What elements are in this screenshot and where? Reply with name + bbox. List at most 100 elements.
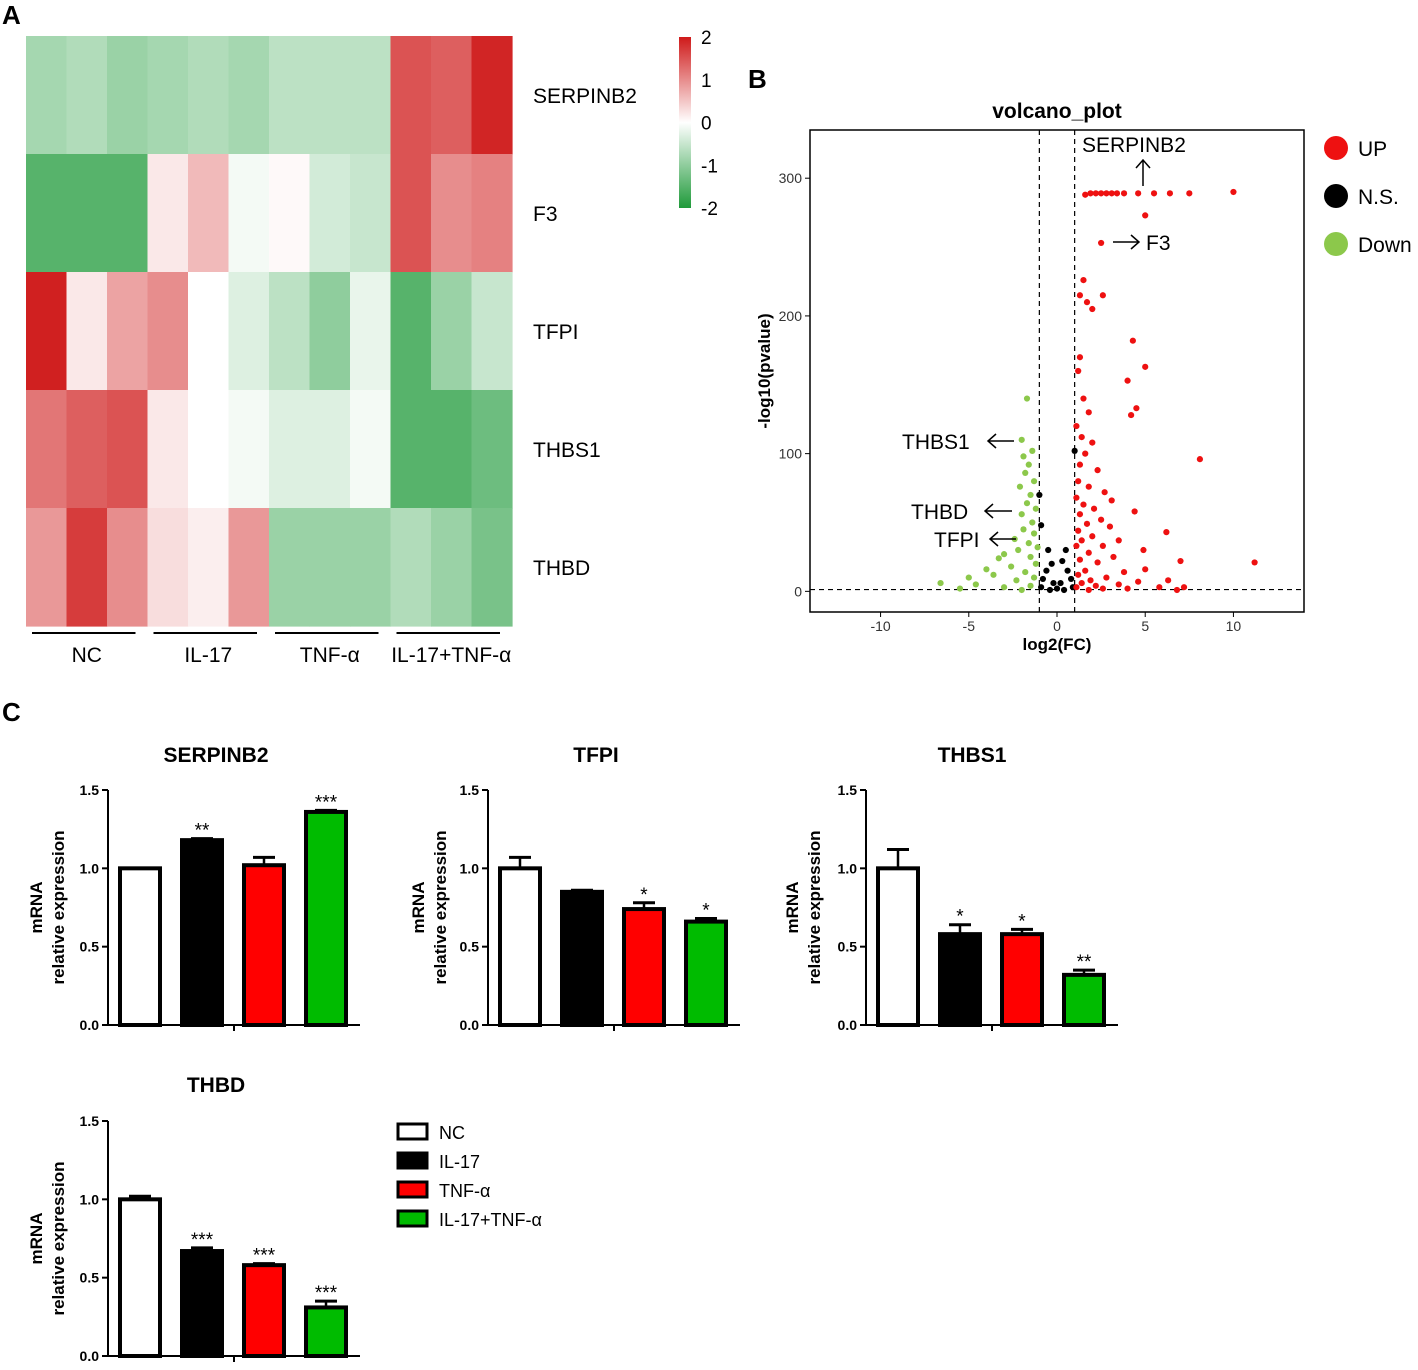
- down-point: [995, 555, 1002, 562]
- volcano-annotation: THBD: [911, 501, 968, 524]
- bar-chart: SERPINB2 mRNA relative expression 0.0 0.5 1.0…: [27, 744, 360, 1033]
- down-point: [1020, 453, 1027, 460]
- bar-y-label: mRNA: [409, 882, 428, 934]
- ns-point: [1053, 585, 1061, 592]
- up-point: [1089, 305, 1096, 313]
- down-point: [1016, 483, 1024, 490]
- heatmap-cell: [471, 272, 513, 391]
- heatmap-group-label: NC: [72, 644, 102, 667]
- bar: [622, 907, 666, 1027]
- volcano-y-label: -log10(pvalue): [755, 313, 774, 428]
- heatmap-cell: [66, 272, 108, 391]
- ns-point: [1039, 575, 1046, 583]
- up-point: [1142, 212, 1149, 219]
- bar-legend-swatch: [396, 1151, 429, 1170]
- annotation-arrow: [986, 433, 1014, 449]
- up-point: [1098, 190, 1105, 197]
- up-point: [1099, 585, 1106, 592]
- colorbar-rect: [679, 37, 691, 208]
- down-point: [956, 585, 964, 592]
- annotation-arrow: [1113, 234, 1141, 250]
- up-point: [1092, 190, 1099, 197]
- up-point: [1075, 571, 1082, 578]
- bar-legend-label: TNF-α: [439, 1181, 490, 1201]
- down-point: [1030, 574, 1038, 581]
- up-point: [1085, 586, 1092, 594]
- heatmap-cell: [269, 508, 311, 627]
- up-point: [1140, 546, 1147, 554]
- heatmap-cell: [350, 272, 392, 391]
- down-point: [1027, 491, 1034, 499]
- panel-label-a: A: [2, 0, 21, 30]
- bar: [304, 1305, 348, 1359]
- bar-chart-title: THBS1: [938, 744, 1007, 767]
- up-point: [1080, 501, 1087, 508]
- up-point: [1099, 292, 1106, 299]
- ns-point: [1046, 586, 1054, 594]
- heatmap-group-label: TNF-α: [300, 644, 360, 667]
- volcano-x-tick-label: -10: [870, 618, 890, 634]
- annotation-arrow: [983, 503, 1012, 519]
- up-point: [1087, 577, 1094, 584]
- panel-label-b: B: [748, 64, 767, 94]
- bar-y-label: relative expression: [431, 830, 450, 984]
- bar-legend: NC IL-17 TNF-α IL-17+TNF-α: [396, 1122, 542, 1230]
- bar: [118, 1197, 162, 1359]
- heatmap-cell: [66, 390, 108, 509]
- volcano-y-tick-label: 300: [779, 170, 803, 186]
- bar-y-tick-label: 1.0: [838, 860, 858, 876]
- heatmap-cell: [471, 36, 513, 155]
- heatmap-cell: [107, 390, 149, 509]
- heatmap-cell: [188, 36, 230, 155]
- volcano-annotation: F3: [1146, 232, 1171, 255]
- heatmap-row-label: THBD: [533, 557, 590, 580]
- up-point: [1124, 377, 1131, 384]
- up-point: [1073, 542, 1080, 549]
- significance-label: ***: [315, 1283, 338, 1304]
- ns-point: [1071, 447, 1078, 454]
- down-point: [1032, 560, 1039, 567]
- up-point: [1133, 405, 1140, 412]
- volcano-x-tick-label: -5: [963, 618, 976, 634]
- bar-chart-title: SERPINB2: [163, 744, 268, 767]
- down-point: [1030, 478, 1038, 485]
- down-point: [1013, 577, 1020, 584]
- heatmap-cell: [309, 272, 351, 391]
- significance-label: **: [1077, 952, 1092, 973]
- up-point: [1080, 395, 1087, 402]
- bar-y-tick-label: 0.0: [80, 1017, 100, 1033]
- bar-y-tick-label: 1.0: [80, 1191, 100, 1207]
- heatmap-cell: [390, 154, 432, 273]
- bar-y-tick-label: 1.5: [460, 782, 480, 798]
- volcano-y-tick-label: 100: [779, 446, 803, 462]
- volcano-x-label: log2(FC): [1023, 635, 1092, 654]
- annotation-arrow: [988, 531, 1016, 547]
- ns-point: [1045, 546, 1052, 554]
- bar-legend-label: IL-17+TNF-α: [439, 1210, 542, 1230]
- up-point: [1076, 292, 1084, 299]
- colorbar-tick: -1: [701, 156, 718, 177]
- up-point: [1082, 567, 1089, 574]
- down-point: [1025, 540, 1032, 547]
- bar-y-tick-label: 1.5: [80, 1113, 100, 1129]
- heatmap-cell: [269, 154, 311, 273]
- up-point: [1082, 191, 1089, 198]
- bar-y-tick-label: 0.5: [460, 939, 480, 955]
- up-point: [1082, 450, 1089, 457]
- up-point: [1124, 585, 1131, 592]
- bar-legend-swatch: [396, 1122, 429, 1141]
- heatmap-cell: [107, 154, 149, 273]
- heatmap-cell: [471, 390, 513, 509]
- heatmap-row-label: THBS1: [533, 439, 601, 462]
- significance-label: ***: [191, 1230, 214, 1251]
- ns-point: [1062, 546, 1069, 554]
- up-point: [1098, 239, 1105, 247]
- heatmap-cell: [66, 154, 108, 273]
- down-point: [983, 566, 990, 573]
- down-point: [1023, 500, 1031, 507]
- bar: [876, 866, 920, 1027]
- ns-point: [1050, 579, 1057, 587]
- heatmap-cell: [228, 272, 270, 391]
- heatmap-cell: [471, 508, 513, 627]
- heatmap-cell: [26, 508, 68, 627]
